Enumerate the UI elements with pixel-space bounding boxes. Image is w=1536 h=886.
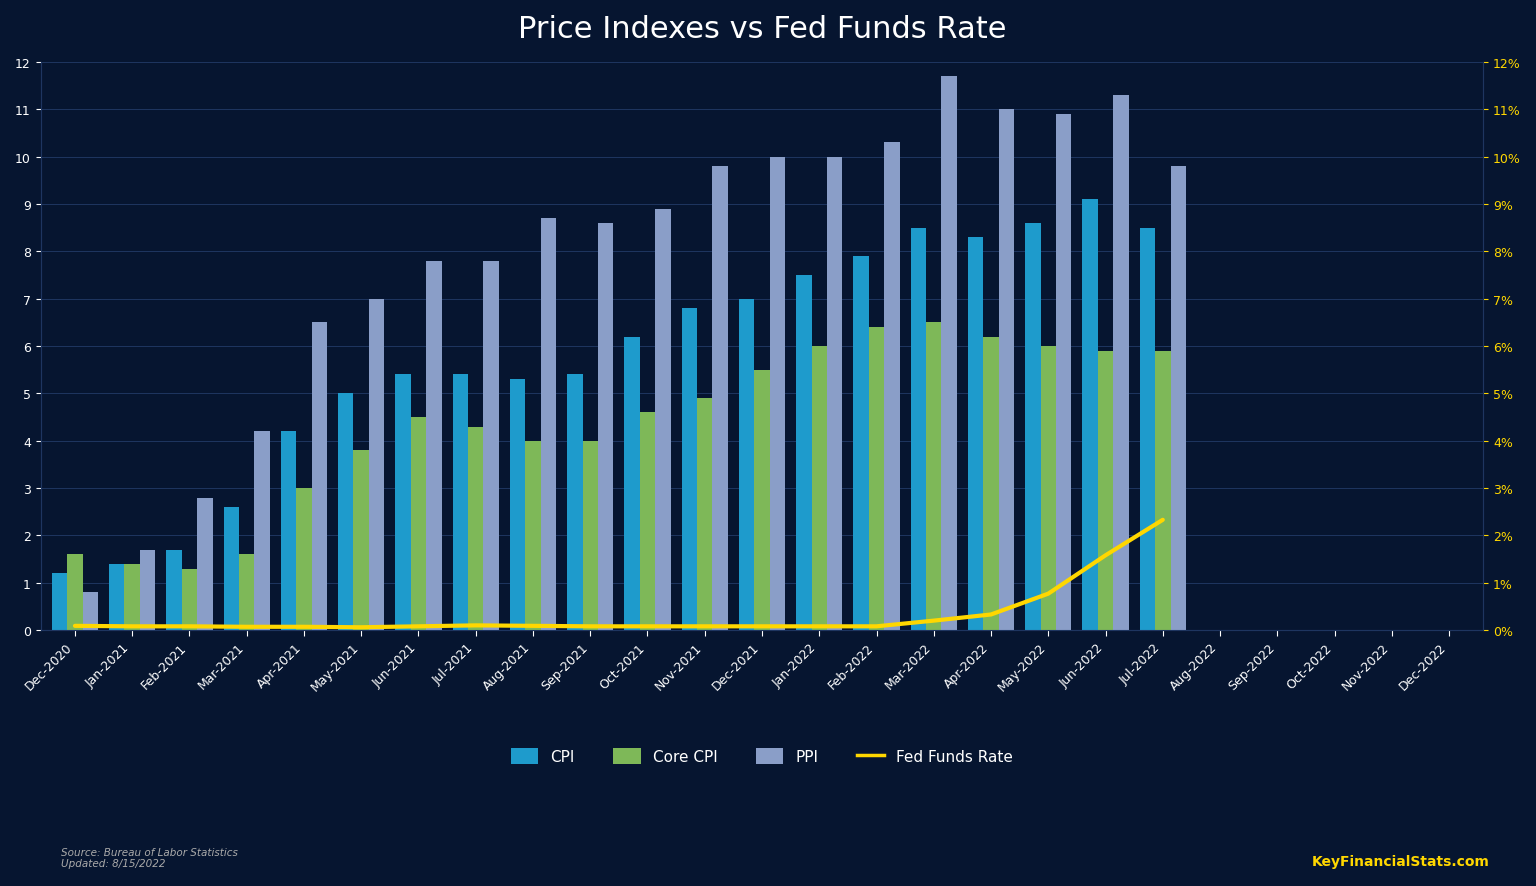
Bar xyxy=(682,309,697,631)
Bar xyxy=(885,144,900,631)
Bar xyxy=(869,328,885,631)
Bar xyxy=(656,209,671,631)
Bar xyxy=(240,555,255,631)
Bar xyxy=(453,375,468,631)
Bar xyxy=(312,323,327,631)
Bar xyxy=(166,550,181,631)
Bar xyxy=(255,431,270,631)
Bar xyxy=(296,488,312,631)
Bar xyxy=(281,431,296,631)
Bar xyxy=(1155,352,1170,631)
Bar xyxy=(926,323,942,631)
Bar xyxy=(582,441,598,631)
Bar xyxy=(770,158,785,631)
Bar xyxy=(109,564,124,631)
Bar xyxy=(1170,167,1186,631)
Bar xyxy=(541,219,556,631)
Bar xyxy=(369,299,384,631)
Bar xyxy=(641,413,656,631)
Bar xyxy=(353,451,369,631)
Bar xyxy=(1114,96,1129,631)
Bar xyxy=(395,375,410,631)
Bar xyxy=(338,394,353,631)
Bar xyxy=(140,550,155,631)
Bar xyxy=(754,370,770,631)
Bar xyxy=(1140,229,1155,631)
Bar xyxy=(796,276,811,631)
Bar xyxy=(567,375,582,631)
Bar xyxy=(1098,352,1114,631)
Bar xyxy=(697,399,713,631)
Bar xyxy=(181,569,197,631)
Bar xyxy=(1040,346,1057,631)
Bar xyxy=(998,110,1014,631)
Bar xyxy=(968,238,983,631)
Bar xyxy=(739,299,754,631)
Bar xyxy=(826,158,842,631)
Bar xyxy=(811,346,826,631)
Bar xyxy=(598,223,613,631)
Bar xyxy=(510,380,525,631)
Bar xyxy=(468,427,484,631)
Bar xyxy=(425,261,442,631)
Bar xyxy=(525,441,541,631)
Bar xyxy=(124,564,140,631)
Title: Price Indexes vs Fed Funds Rate: Price Indexes vs Fed Funds Rate xyxy=(518,15,1006,44)
Bar xyxy=(52,573,68,631)
Legend: CPI, Core CPI, PPI, Fed Funds Rate: CPI, Core CPI, PPI, Fed Funds Rate xyxy=(505,742,1020,770)
Bar xyxy=(83,593,98,631)
Bar xyxy=(983,338,998,631)
Bar xyxy=(624,338,641,631)
Bar xyxy=(484,261,499,631)
Bar xyxy=(410,417,425,631)
Text: KeyFinancialStats.com: KeyFinancialStats.com xyxy=(1312,854,1490,868)
Bar xyxy=(68,555,83,631)
Bar xyxy=(854,257,869,631)
Bar xyxy=(911,229,926,631)
Bar xyxy=(713,167,728,631)
Bar xyxy=(1057,115,1072,631)
Bar xyxy=(197,498,212,631)
Text: Source: Bureau of Labor Statistics
Updated: 8/15/2022: Source: Bureau of Labor Statistics Updat… xyxy=(61,847,238,868)
Bar xyxy=(1025,223,1040,631)
Bar xyxy=(224,508,240,631)
Bar xyxy=(1083,200,1098,631)
Bar xyxy=(942,77,957,631)
